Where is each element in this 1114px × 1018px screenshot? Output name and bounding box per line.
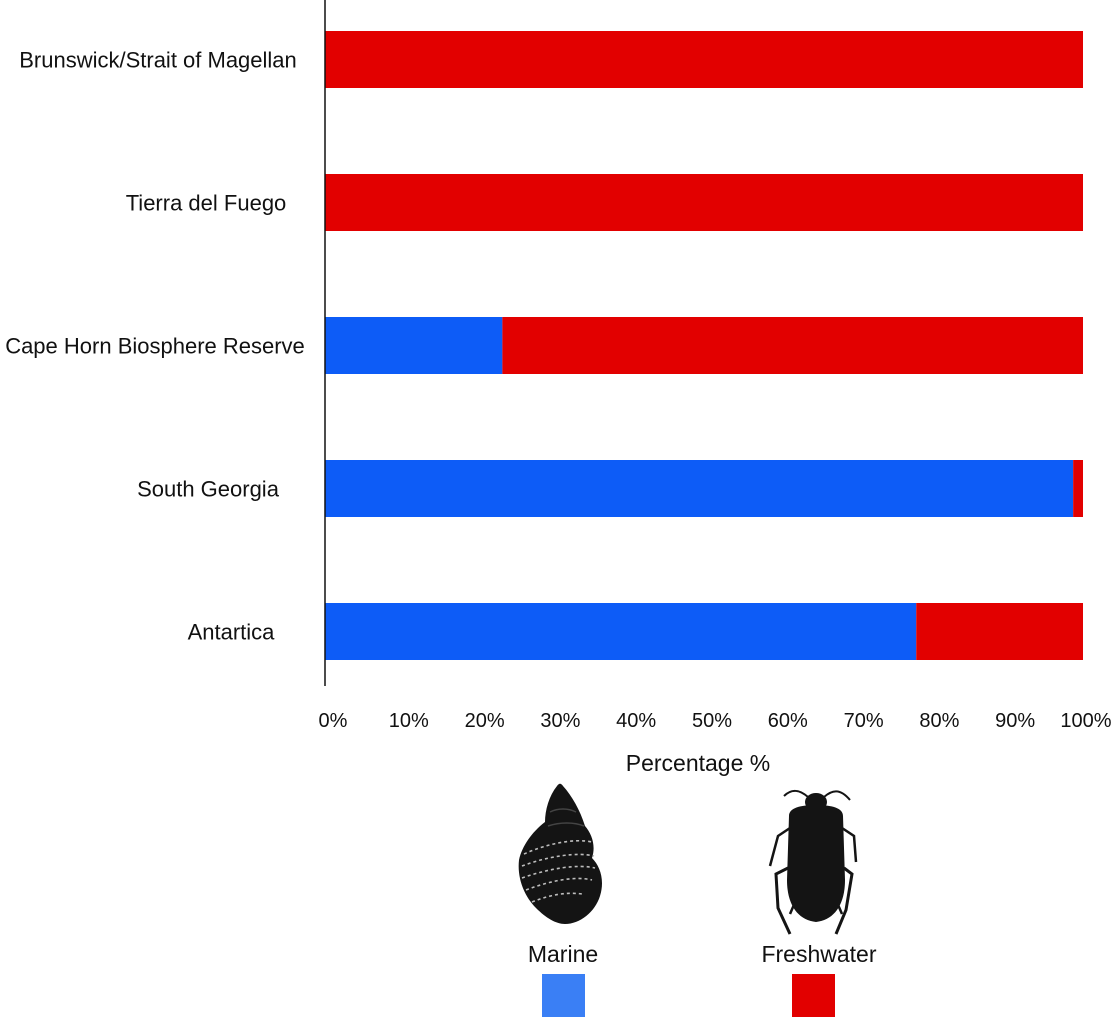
x-tick-label: 30% [540, 710, 580, 732]
x-tick-label: 90% [995, 710, 1035, 732]
x-tick-label: 60% [768, 710, 808, 732]
bar-freshwater-4 [916, 603, 1083, 660]
bars-group [325, 31, 1083, 660]
bar-freshwater-2 [502, 317, 1083, 374]
category-label: Brunswick/Strait of Magellan [19, 48, 297, 73]
bar-marine-2 [325, 317, 503, 374]
x-tick-label: 100% [1060, 710, 1111, 732]
category-label: South Georgia [137, 477, 280, 502]
x-tick-label: 40% [616, 710, 656, 732]
legend-swatch-marine [542, 974, 585, 1017]
bar-marine-4 [325, 603, 917, 660]
x-tick-label: 10% [389, 710, 429, 732]
legend-label-freshwater: Freshwater [761, 941, 876, 967]
category-labels: Brunswick/Strait of Magellan Tierra del F… [5, 48, 305, 645]
category-label: Cape Horn Biosphere Reserve [5, 334, 305, 359]
legend-swatch-freshwater [792, 974, 835, 1017]
x-tick-label: 50% [692, 710, 732, 732]
bar-freshwater-0 [325, 31, 1083, 88]
x-axis-title: Percentage % [626, 750, 770, 776]
bar-marine-3 [325, 460, 1074, 517]
x-tick-label: 0% [319, 710, 348, 732]
x-tick-labels: 0% 10% 20% 30% 40% 50% 60% 70% 80% 90% 100% [319, 710, 1112, 732]
category-label: Tierra del Fuego [126, 191, 287, 216]
legend-label-marine: Marine [528, 941, 598, 967]
bar-freshwater-1 [325, 174, 1083, 231]
category-label: Antartica [188, 620, 276, 645]
x-tick-label: 80% [919, 710, 959, 732]
legend: Marine Freshwater [518, 783, 877, 1017]
x-tick-label: 70% [844, 710, 884, 732]
water-beetle-icon [768, 789, 858, 935]
x-tick-label: 20% [465, 710, 505, 732]
bar-freshwater-3 [1073, 460, 1083, 517]
snail-shell-icon [518, 783, 603, 924]
